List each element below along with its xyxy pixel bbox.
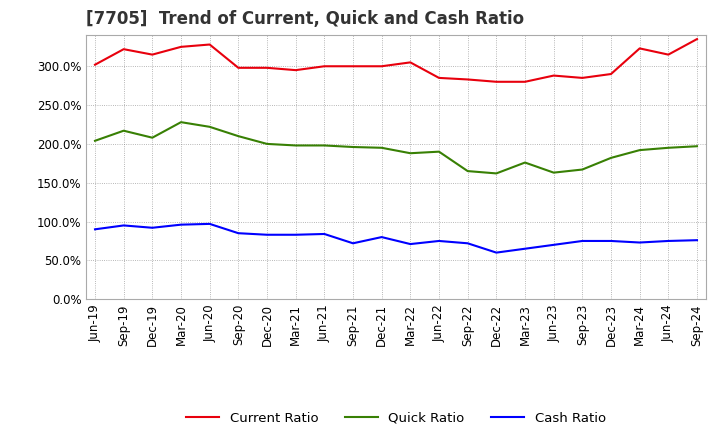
- Cash Ratio: [521, 246, 529, 251]
- Current Ratio: [607, 71, 616, 77]
- Quick Ratio: [435, 149, 444, 154]
- Quick Ratio: [205, 124, 214, 129]
- Quick Ratio: [148, 135, 157, 140]
- Legend: Current Ratio, Quick Ratio, Cash Ratio: Current Ratio, Quick Ratio, Cash Ratio: [181, 406, 611, 430]
- Cash Ratio: [549, 242, 558, 247]
- Quick Ratio: [549, 170, 558, 175]
- Quick Ratio: [263, 141, 271, 147]
- Cash Ratio: [464, 241, 472, 246]
- Current Ratio: [205, 42, 214, 47]
- Cash Ratio: [492, 250, 500, 255]
- Current Ratio: [348, 64, 357, 69]
- Current Ratio: [120, 47, 128, 52]
- Quick Ratio: [521, 160, 529, 165]
- Current Ratio: [320, 64, 328, 69]
- Current Ratio: [91, 62, 99, 67]
- Cash Ratio: [205, 221, 214, 227]
- Current Ratio: [292, 67, 300, 73]
- Quick Ratio: [607, 155, 616, 161]
- Quick Ratio: [406, 150, 415, 156]
- Quick Ratio: [348, 144, 357, 150]
- Current Ratio: [464, 77, 472, 82]
- Cash Ratio: [348, 241, 357, 246]
- Line: Quick Ratio: Quick Ratio: [95, 122, 697, 173]
- Quick Ratio: [320, 143, 328, 148]
- Cash Ratio: [435, 238, 444, 244]
- Text: [7705]  Trend of Current, Quick and Cash Ratio: [7705] Trend of Current, Quick and Cash …: [86, 10, 525, 28]
- Quick Ratio: [91, 138, 99, 143]
- Cash Ratio: [664, 238, 672, 244]
- Current Ratio: [693, 37, 701, 42]
- Cash Ratio: [635, 240, 644, 245]
- Quick Ratio: [492, 171, 500, 176]
- Cash Ratio: [406, 242, 415, 247]
- Current Ratio: [176, 44, 185, 49]
- Cash Ratio: [263, 232, 271, 238]
- Cash Ratio: [578, 238, 587, 244]
- Cash Ratio: [693, 238, 701, 243]
- Cash Ratio: [377, 235, 386, 240]
- Cash Ratio: [148, 225, 157, 231]
- Quick Ratio: [464, 169, 472, 174]
- Quick Ratio: [664, 145, 672, 150]
- Quick Ratio: [292, 143, 300, 148]
- Current Ratio: [492, 79, 500, 84]
- Current Ratio: [234, 65, 243, 70]
- Quick Ratio: [635, 147, 644, 153]
- Current Ratio: [263, 65, 271, 70]
- Current Ratio: [377, 64, 386, 69]
- Line: Current Ratio: Current Ratio: [95, 39, 697, 82]
- Current Ratio: [148, 52, 157, 57]
- Quick Ratio: [234, 133, 243, 139]
- Cash Ratio: [120, 223, 128, 228]
- Cash Ratio: [320, 231, 328, 237]
- Cash Ratio: [607, 238, 616, 244]
- Current Ratio: [406, 60, 415, 65]
- Current Ratio: [578, 75, 587, 81]
- Quick Ratio: [693, 143, 701, 149]
- Current Ratio: [635, 46, 644, 51]
- Quick Ratio: [377, 145, 386, 150]
- Cash Ratio: [176, 222, 185, 227]
- Cash Ratio: [292, 232, 300, 238]
- Cash Ratio: [91, 227, 99, 232]
- Cash Ratio: [234, 231, 243, 236]
- Quick Ratio: [176, 120, 185, 125]
- Current Ratio: [549, 73, 558, 78]
- Line: Cash Ratio: Cash Ratio: [95, 224, 697, 253]
- Quick Ratio: [120, 128, 128, 133]
- Current Ratio: [435, 75, 444, 81]
- Current Ratio: [664, 52, 672, 57]
- Quick Ratio: [578, 167, 587, 172]
- Current Ratio: [521, 79, 529, 84]
